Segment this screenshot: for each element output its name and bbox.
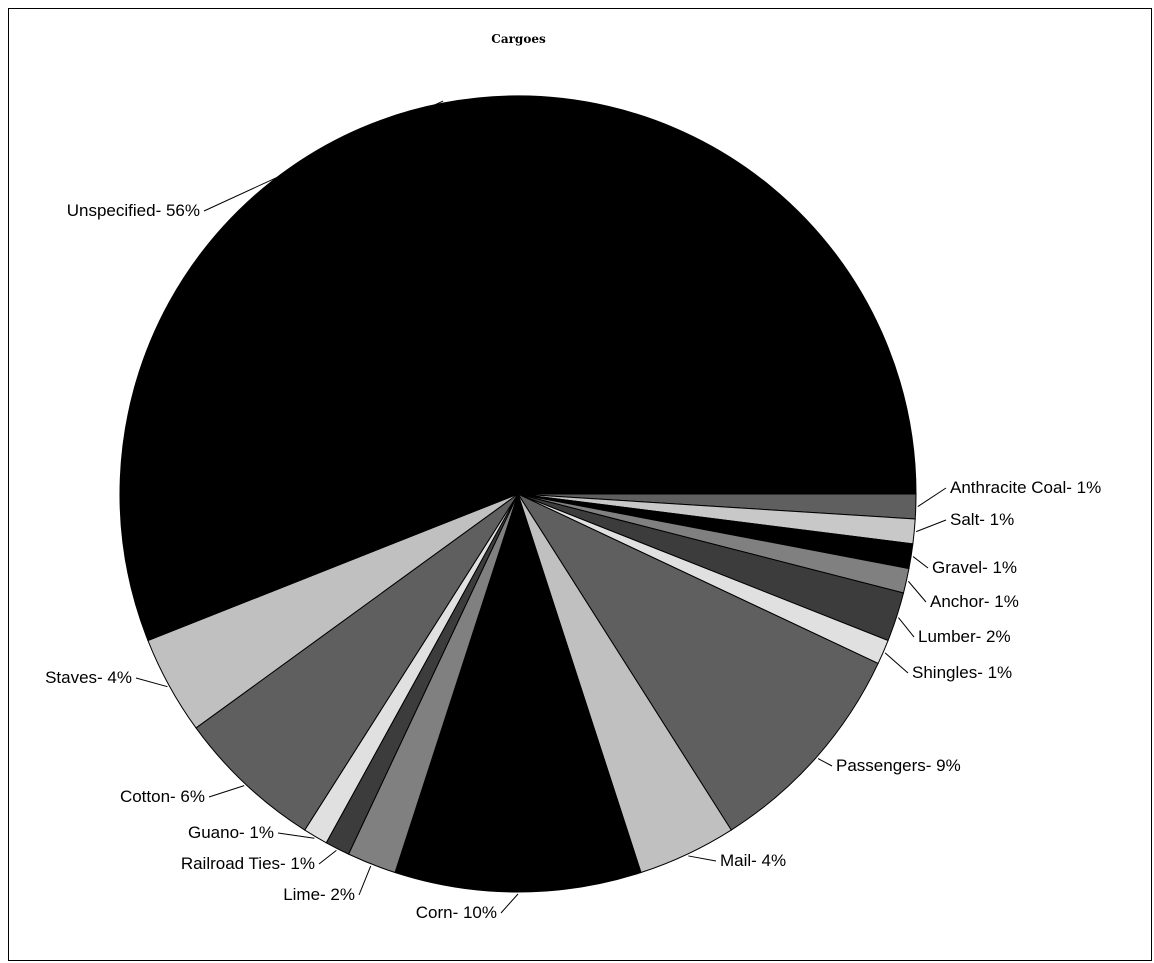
- leader-line-guano: [277, 832, 315, 839]
- slice-label-passengers: Passengers- 9%: [836, 756, 961, 775]
- slice-label-salt: Salt- 1%: [950, 510, 1014, 529]
- leader-line-anchor: [907, 580, 927, 603]
- pie-slice-passengers: [516, 492, 879, 831]
- slice-label-anchor: Anchor- 1%: [930, 592, 1019, 611]
- slice-label-cotton: Cotton- 6%: [120, 787, 205, 806]
- slice-label-lime: Lime- 2%: [283, 885, 355, 904]
- leader-line-cotton: [208, 785, 245, 798]
- leader-line-passengers: [817, 758, 833, 767]
- leader-line-unspecified: [203, 100, 444, 212]
- slice-label-unspecified: Unspecified- 56%: [67, 201, 200, 220]
- slice-label-shingles: Shingles- 1%: [912, 663, 1012, 682]
- slice-label-anthracite-coal: Anthracite Coal- 1%: [950, 478, 1101, 497]
- slice-label-staves: Staves- 4%: [45, 668, 132, 687]
- leader-line-railroad-ties: [318, 850, 337, 865]
- slice-label-corn: Corn- 10%: [416, 903, 497, 922]
- leader-line-anthracite-coal: [917, 487, 947, 507]
- slice-label-guano: Guano- 1%: [188, 823, 274, 842]
- leader-line-shingles: [884, 652, 909, 674]
- leader-line-staves: [135, 677, 168, 688]
- slice-label-mail: Mail- 4%: [720, 851, 786, 870]
- pie-slice-cotton: [195, 493, 519, 831]
- pie-slice-corn: [394, 492, 642, 893]
- leader-line-lime: [358, 865, 372, 896]
- leader-line-salt: [916, 519, 947, 533]
- slice-label-lumber: Lumber- 2%: [918, 627, 1011, 646]
- leader-line-mail: [688, 855, 717, 862]
- leader-line-gravel: [912, 556, 929, 569]
- slice-label-railroad-ties: Railroad Ties- 1%: [181, 854, 315, 873]
- leader-line-lumber: [898, 617, 915, 638]
- leader-line-corn: [500, 893, 519, 914]
- pie-slice-unspecified: [119, 95, 917, 642]
- slice-label-gravel: Gravel- 1%: [932, 558, 1017, 577]
- chart-title: Cargoes: [491, 32, 546, 46]
